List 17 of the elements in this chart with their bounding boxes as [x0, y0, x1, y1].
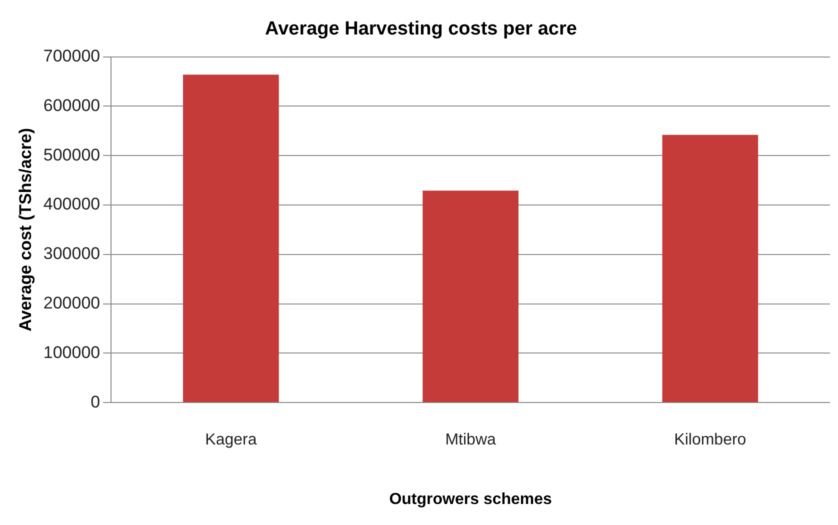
y-tick-label: 200000 [43, 293, 100, 312]
chart-title: Average Harvesting costs per acre [265, 18, 577, 40]
y-tick-label: 500000 [43, 145, 100, 164]
y-tick-label: 700000 [43, 46, 100, 66]
bar [183, 74, 279, 402]
y-tick-label: 0 [90, 392, 100, 412]
x-tick-label: Kilombero [674, 432, 746, 449]
y-tick-label: 300000 [43, 244, 100, 264]
x-axis-title: Outgrowers schemes [389, 490, 552, 508]
y-axis-title: Average cost (TShs/acre) [16, 128, 35, 332]
bar [662, 134, 758, 402]
x-tick-label: Kagera [205, 432, 257, 449]
y-tick-label: 600000 [43, 96, 100, 115]
y-tick-label: 100000 [43, 342, 100, 362]
bar [422, 190, 518, 402]
y-tick-label: 400000 [43, 194, 100, 214]
x-tick-label: Mtibwa [445, 432, 496, 449]
